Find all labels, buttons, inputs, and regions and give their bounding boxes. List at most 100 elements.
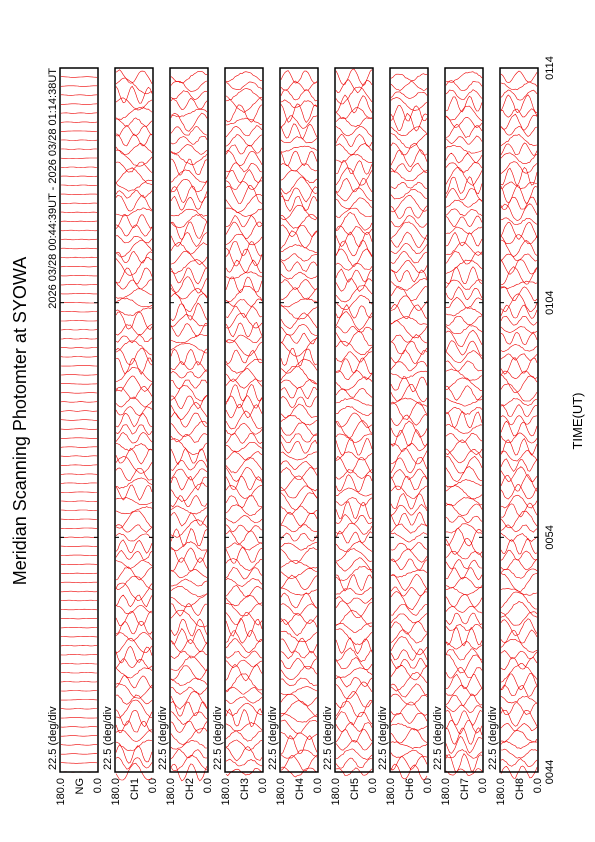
trace	[60, 229, 98, 232]
trace	[60, 509, 98, 511]
trace	[335, 757, 373, 769]
trace	[445, 187, 483, 202]
panel: 22.5 (deg/div 180.0 0.0 CH4	[267, 67, 324, 806]
trace	[390, 81, 428, 91]
trace	[335, 657, 373, 671]
trace	[500, 353, 538, 361]
trace	[61, 193, 98, 195]
trace	[445, 410, 483, 429]
trace	[500, 167, 538, 187]
trace	[60, 121, 98, 123]
trace	[445, 135, 483, 145]
trace	[445, 719, 483, 735]
trace	[280, 260, 318, 272]
trace	[500, 286, 538, 302]
trace	[170, 585, 208, 598]
trace	[500, 510, 538, 529]
trace	[390, 221, 428, 240]
panel: 22.5 (deg/div 180.0 0.0 CH3	[212, 67, 269, 806]
trace	[280, 677, 318, 687]
trace	[390, 763, 428, 781]
trace	[335, 501, 373, 520]
trace	[500, 181, 537, 190]
rotated-chart: Meridian Scanning Photomter at SYOWA 202…	[10, 56, 585, 805]
trace	[390, 188, 428, 200]
trace	[500, 125, 538, 137]
trace	[445, 368, 483, 381]
trace	[390, 447, 428, 465]
trace	[115, 189, 153, 199]
trace	[280, 338, 318, 357]
trace	[60, 473, 98, 475]
trace	[500, 221, 538, 240]
trace	[335, 628, 373, 646]
panel: 22.5 (deg/div 180.0 0.0 CH6	[377, 67, 434, 806]
trace	[170, 195, 208, 211]
trace	[225, 334, 263, 344]
trace	[225, 384, 263, 403]
trace	[335, 153, 373, 163]
y-top-label: 180.0	[495, 778, 507, 806]
trace	[390, 420, 428, 438]
trace	[335, 596, 373, 604]
trace	[225, 673, 263, 691]
trace	[115, 447, 153, 465]
trace	[280, 650, 318, 660]
trace	[60, 428, 98, 430]
trace	[115, 477, 153, 489]
trace	[225, 247, 263, 267]
trace	[225, 542, 263, 551]
trace	[335, 487, 373, 497]
trace	[445, 528, 483, 547]
trace	[225, 134, 263, 147]
trace	[280, 176, 318, 195]
trace	[225, 595, 263, 607]
trace	[60, 256, 98, 259]
trace	[171, 686, 208, 695]
trace	[60, 148, 98, 150]
trace	[115, 432, 153, 444]
trace	[445, 666, 483, 679]
trace	[280, 204, 318, 221]
trace	[280, 603, 318, 616]
trace	[225, 442, 263, 453]
panel: 22.5 (deg/div 180.0 0.0 CH2	[157, 67, 214, 806]
trace	[390, 728, 428, 744]
trace	[170, 125, 208, 136]
trace	[445, 226, 483, 235]
trace	[225, 702, 263, 716]
trace	[445, 567, 483, 581]
trace	[170, 221, 208, 240]
trace	[500, 196, 538, 210]
trace	[280, 287, 318, 300]
trace	[335, 340, 373, 356]
trace	[170, 144, 208, 155]
trace	[390, 629, 428, 644]
trace	[500, 326, 538, 334]
x-tick-label: 0114	[544, 56, 556, 80]
trace	[335, 565, 373, 581]
panel-frame	[59, 67, 99, 773]
trace	[170, 169, 208, 183]
scale-label: 22.5 (deg/div	[322, 706, 334, 770]
trace	[445, 432, 483, 443]
trace	[335, 676, 373, 688]
channel-label: CH8	[514, 778, 526, 800]
trace	[500, 568, 538, 579]
trace	[225, 659, 263, 669]
trace	[390, 428, 428, 447]
trace	[390, 586, 428, 597]
trace	[445, 377, 482, 391]
trace	[170, 178, 208, 193]
trace	[170, 370, 208, 379]
trace	[335, 212, 373, 231]
trace	[115, 744, 153, 764]
trace	[445, 654, 483, 674]
trace	[335, 540, 373, 553]
trace	[225, 708, 263, 728]
trace	[390, 442, 428, 452]
trace	[61, 103, 98, 105]
trace	[500, 304, 538, 319]
x-tick-label: 0044	[544, 760, 556, 784]
trace	[445, 215, 483, 228]
